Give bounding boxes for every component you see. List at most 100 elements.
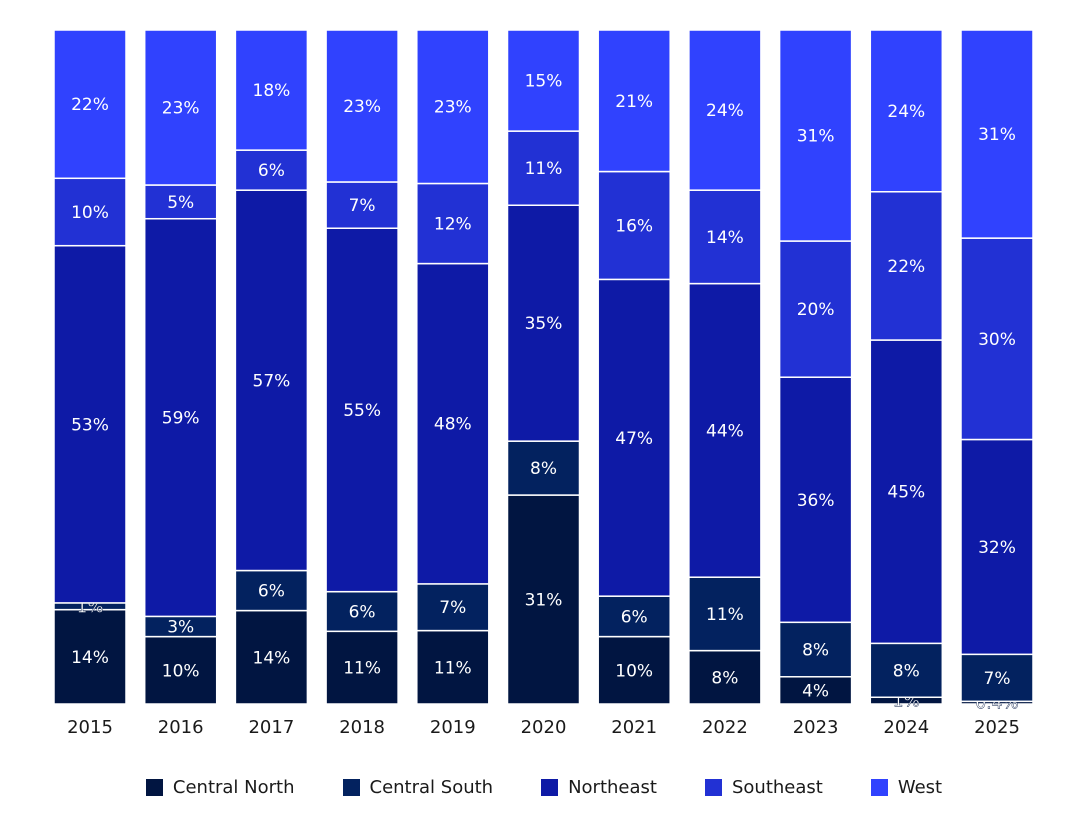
bar-group-2020: 31% 8% 35% 11% 15% xyxy=(506,29,581,705)
chart-legend: Central North Central South Northeast South… xyxy=(0,770,1088,804)
x-tick-label: 2018 xyxy=(339,717,385,738)
bar-segment-2025-northeast xyxy=(960,438,1034,656)
data-label: 23% xyxy=(162,99,200,119)
data-label: 31% xyxy=(978,125,1016,145)
data-label: 57% xyxy=(253,371,291,391)
bar-segment-2021-central-north xyxy=(597,635,671,705)
data-label: 7% xyxy=(439,598,466,618)
data-label: 55% xyxy=(343,401,381,421)
data-label: 15% xyxy=(525,72,563,92)
data-label: 35% xyxy=(525,314,563,334)
x-tick-label: 2016 xyxy=(158,717,204,738)
bar-segment-2022-central-north xyxy=(688,649,762,705)
data-label: 11% xyxy=(525,159,563,179)
data-label: 31% xyxy=(525,591,563,611)
data-label: 11% xyxy=(343,659,381,679)
bar-segment-2024-southeast xyxy=(869,191,944,341)
data-label: 6% xyxy=(621,607,648,627)
bar-segment-2015-central-north xyxy=(53,608,127,705)
bar-segment-2023-northeast xyxy=(778,376,853,624)
data-label: 10% xyxy=(162,661,200,681)
bar-segment-2015-west xyxy=(53,29,127,180)
bar-segment-2023-central-south xyxy=(778,621,853,678)
x-tick-label: 2021 xyxy=(611,717,657,738)
data-label: 16% xyxy=(615,216,653,236)
x-tick-label: 2017 xyxy=(248,717,294,738)
bar-segment-2019-central-north xyxy=(416,629,490,705)
bar-segment-2020-northeast xyxy=(506,204,581,442)
bar-segment-2022-northeast xyxy=(688,282,762,578)
data-label: 8% xyxy=(893,661,920,681)
x-tick-label: 2023 xyxy=(793,717,839,738)
bar-segment-2024-central-south xyxy=(869,642,944,699)
legend-swatch xyxy=(704,778,722,796)
bar-segment-2024-northeast xyxy=(869,339,944,645)
data-label: 18% xyxy=(253,81,291,101)
data-label: 24% xyxy=(887,102,925,122)
bar-segment-2024-west xyxy=(869,29,944,193)
bar-group-2017: 14% 6% 57% 6% 18% xyxy=(234,29,309,705)
data-label: 6% xyxy=(258,161,285,181)
data-label: 12% xyxy=(434,215,472,235)
data-label: 3% xyxy=(167,617,194,637)
bar-segment-2022-central-south xyxy=(688,576,762,652)
legend-swatch xyxy=(342,778,360,796)
bar-segment-2015-northeast xyxy=(53,244,127,604)
data-label: 11% xyxy=(434,658,472,678)
bar-segment-2022-southeast xyxy=(688,189,762,285)
x-tick-label: 2020 xyxy=(521,717,567,738)
data-label: 21% xyxy=(615,92,653,112)
data-label: 14% xyxy=(706,228,744,248)
bar-segment-2020-central-north xyxy=(506,494,581,705)
stacked-bar-chart: 14%1%53%10%22%201510%3%59%5%23%201614%6%… xyxy=(53,29,1034,738)
data-label: 7% xyxy=(349,196,376,216)
bar-group-2022: 8% 11% 44% 14% 24% xyxy=(688,29,762,705)
legend-item: Southeast xyxy=(704,777,823,798)
legend-item: West xyxy=(870,777,942,798)
legend-swatch xyxy=(870,778,888,796)
bar-segment-2019-northeast xyxy=(416,262,490,585)
data-label: 14% xyxy=(253,648,291,668)
data-label: 7% xyxy=(984,669,1011,689)
bar-segment-2020-southeast xyxy=(506,130,581,206)
legend-item: Central North xyxy=(145,777,295,798)
data-label: 53% xyxy=(71,415,109,435)
legend-swatch xyxy=(541,778,559,796)
data-label: 22% xyxy=(71,95,109,115)
bar-segment-2021-west xyxy=(597,29,671,173)
data-label: 23% xyxy=(343,97,381,117)
bar-segment-2020-west xyxy=(506,29,581,132)
x-tick-label: 2025 xyxy=(974,717,1020,738)
data-label: 32% xyxy=(978,538,1016,558)
bar-segment-2017-central-south xyxy=(234,569,309,612)
data-label: 4% xyxy=(802,681,829,701)
bar-segment-2025-west xyxy=(960,29,1034,239)
bar-segment-2021-northeast xyxy=(597,278,671,597)
bar-group-2015: 14%1%53%10%22% xyxy=(53,29,127,705)
bar-segment-2016-west xyxy=(143,29,218,186)
x-tick-label: 2019 xyxy=(430,717,476,738)
bar-segment-2025-central-south xyxy=(960,653,1034,703)
legend-item: Northeast xyxy=(541,777,657,798)
data-label: 5% xyxy=(167,193,194,213)
bar-segment-2019-west xyxy=(416,29,490,185)
data-label: 20% xyxy=(797,300,835,320)
data-label: 22% xyxy=(887,257,925,277)
data-label: 14% xyxy=(71,648,109,668)
bar-segment-2018-west xyxy=(325,29,399,183)
x-tick-label: 2015 xyxy=(67,717,113,738)
bar-group-2023: 4% 8% 36% 20% 31% xyxy=(778,29,853,705)
x-tick-label: 2022 xyxy=(702,717,748,738)
data-label: 36% xyxy=(797,491,835,511)
data-label: 31% xyxy=(797,127,835,147)
legend-item: Central South xyxy=(342,777,493,798)
bar-segment-2019-central-south xyxy=(416,583,490,632)
data-label: 6% xyxy=(349,602,376,622)
data-label: 23% xyxy=(434,98,472,118)
bar-group-2024: 1%8%45%22%24% xyxy=(869,29,944,712)
bar-group-2025: 0.4%7%32%30%31% xyxy=(960,29,1034,714)
data-label: 47% xyxy=(615,429,653,449)
bar-segment-2022-west xyxy=(688,29,762,191)
bar-segment-2020-central-south xyxy=(506,440,581,496)
bar-group-2016: 10% 3% 59% 5% 23% xyxy=(143,29,218,705)
